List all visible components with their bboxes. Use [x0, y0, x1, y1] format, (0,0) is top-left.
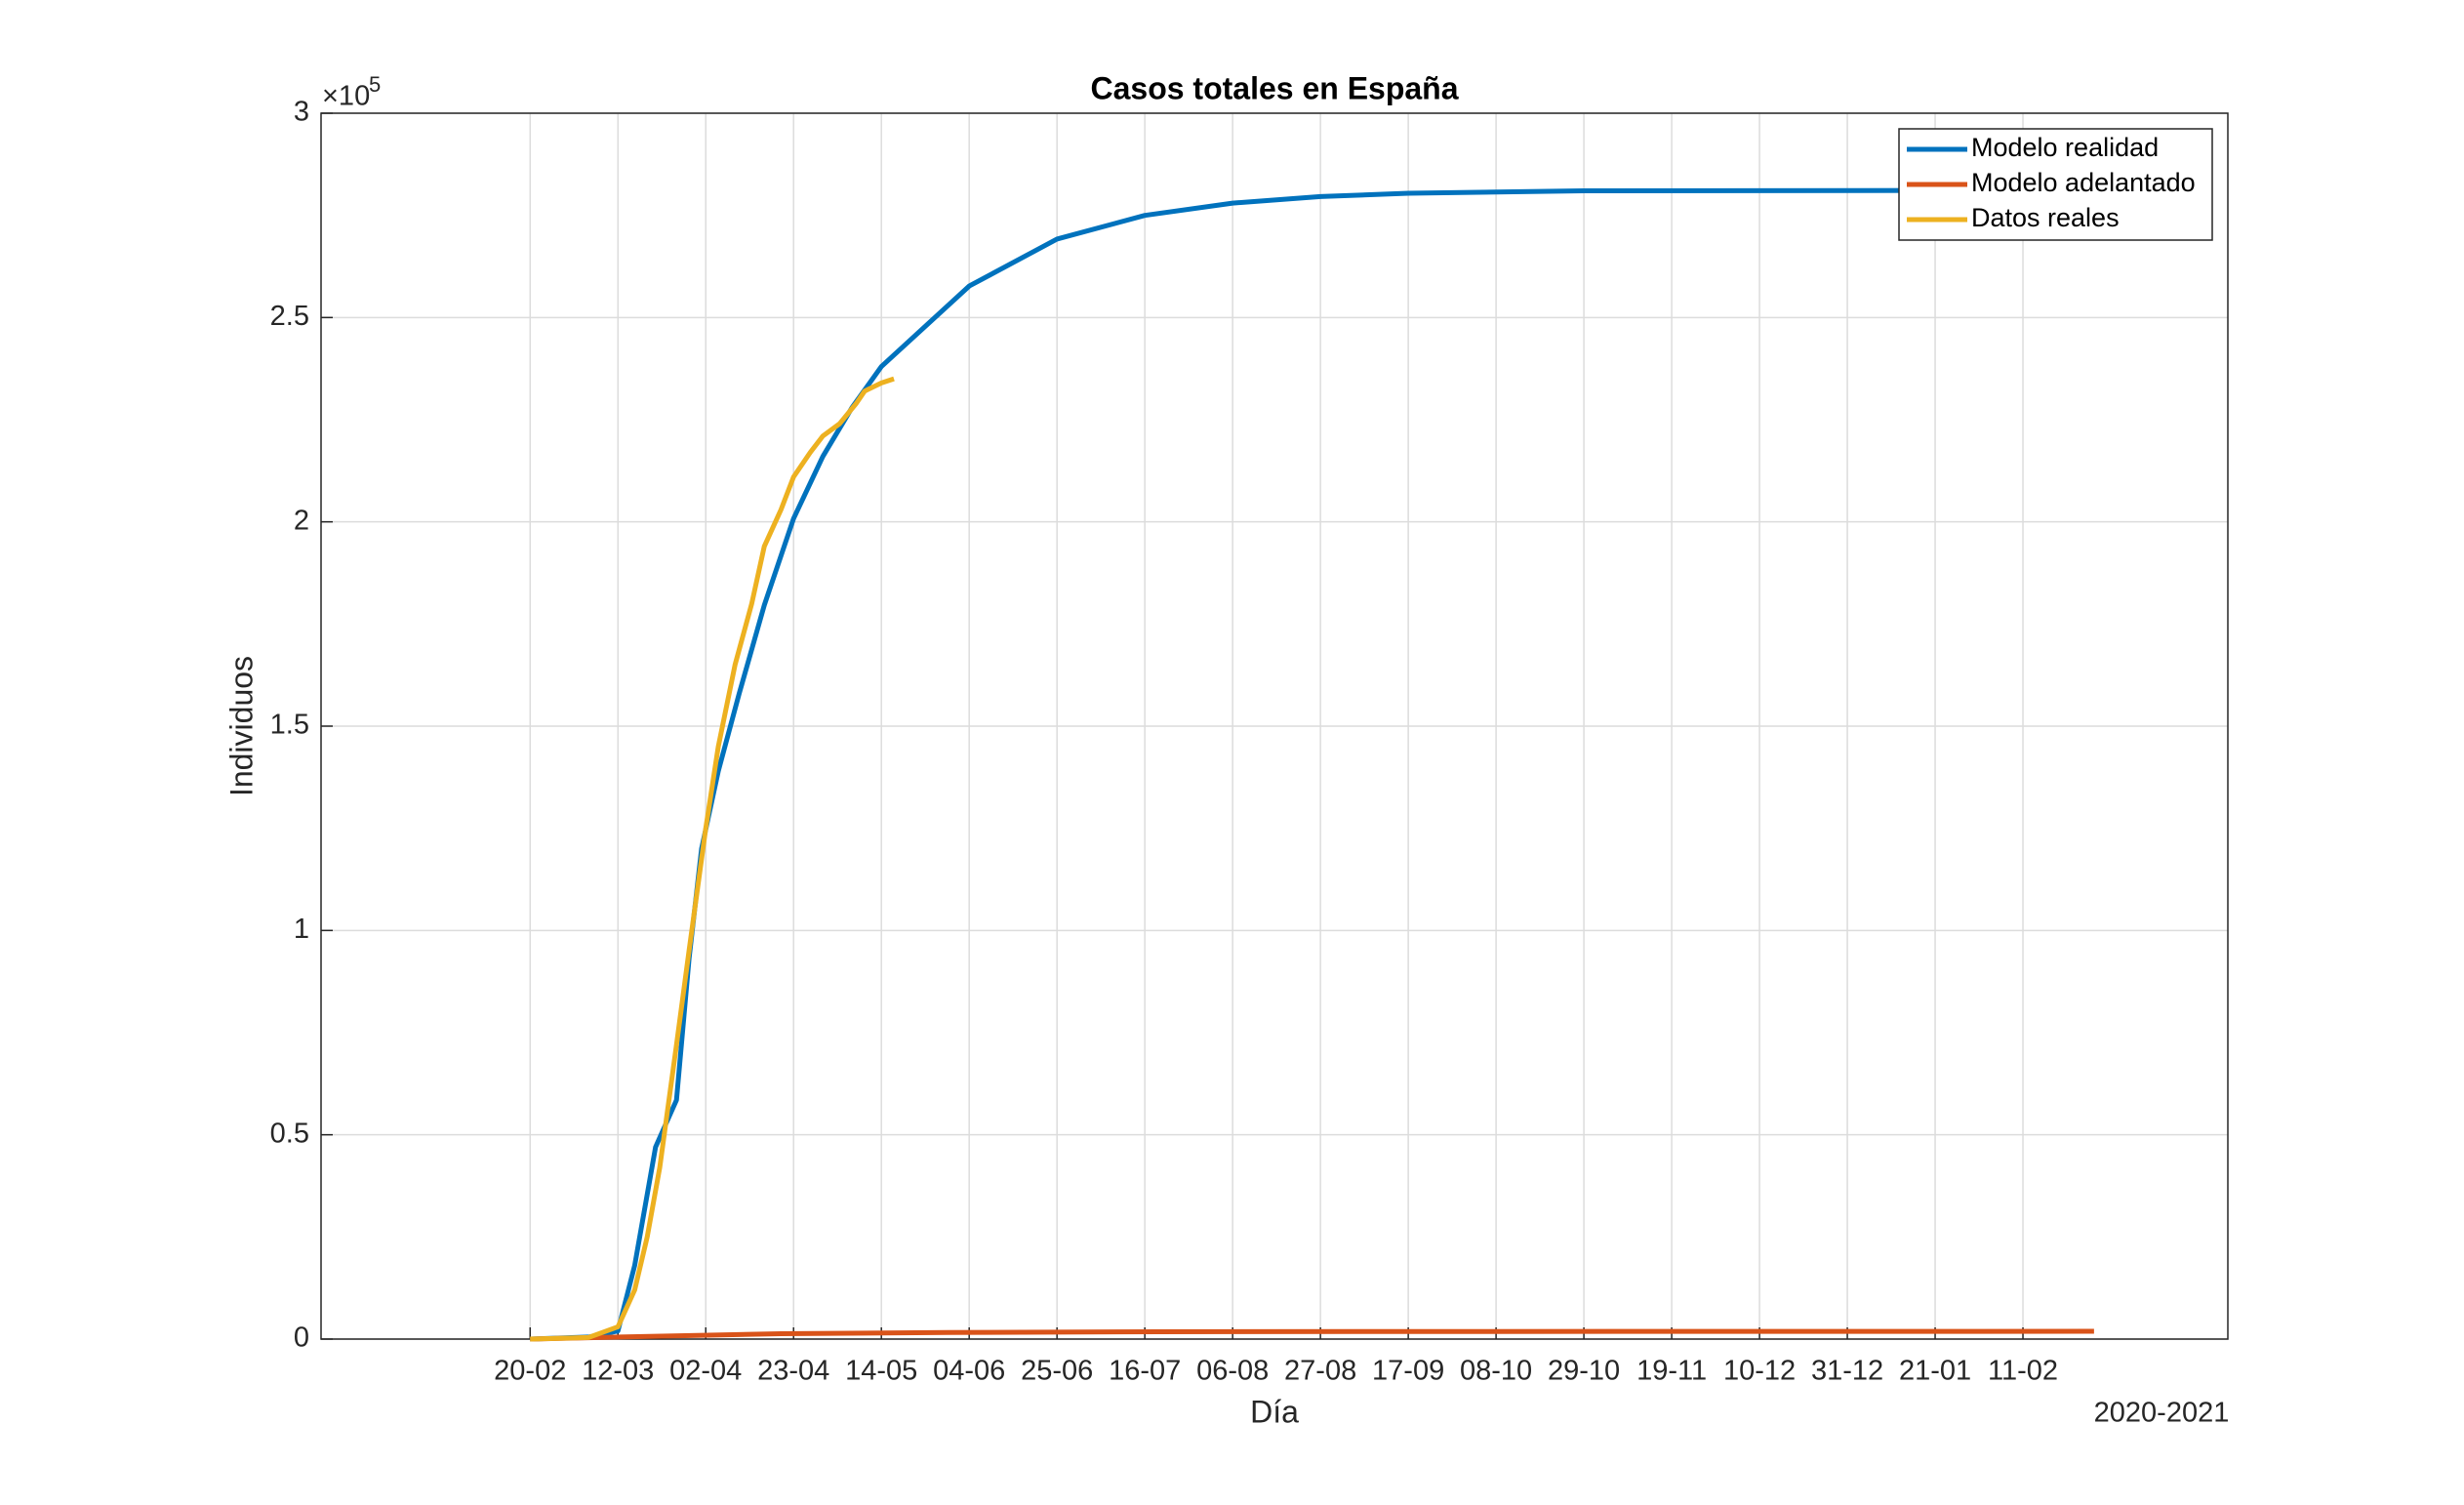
y-tick-label: 0 [294, 1322, 309, 1354]
y-axis-label: Individuos [223, 656, 259, 796]
legend-label: Datos reales [1971, 203, 2120, 232]
x-tick-label: 16-07 [1109, 1356, 1181, 1387]
x-tick-label: 20-02 [494, 1356, 566, 1387]
legend-label: Modelo realidad [1971, 133, 2159, 162]
x-tick-label: 29-10 [1548, 1356, 1620, 1387]
x-tick-label: 10-12 [1723, 1356, 1796, 1387]
x-tick-label: 04-06 [933, 1356, 1005, 1387]
y-exponent: 5 [369, 72, 381, 97]
chart-title: Casos totales en España [1090, 70, 1458, 105]
axes-box [320, 112, 2229, 1340]
legend-label: Modelo adelantado [1971, 168, 2196, 197]
x-tick-label: 17-09 [1372, 1356, 1444, 1387]
x-tick-label: 27-08 [1284, 1356, 1356, 1387]
x-tick-label: 06-08 [1196, 1356, 1269, 1387]
y-tick-label: 0.5 [270, 1118, 309, 1149]
line [530, 376, 895, 1342]
y-tick-label: 2 [294, 505, 309, 536]
y-tick-label: 3 [294, 97, 309, 128]
y-tick-label: 1 [294, 914, 309, 945]
x-tick-label: 23-04 [757, 1356, 829, 1387]
x-tick-label: 25-06 [1021, 1356, 1093, 1387]
line [530, 1328, 2094, 1342]
x-tick-label: 19-11 [1636, 1356, 1707, 1387]
y-tick-label: 1.5 [270, 710, 309, 741]
x-tick-label: 12-03 [582, 1356, 654, 1387]
x-tick-label: 14-05 [845, 1356, 917, 1387]
y-tick-label: 2.5 [270, 301, 309, 332]
x-tick-label: 31-12 [1811, 1356, 1883, 1387]
y-exponent-base: ×10 [322, 81, 370, 112]
x-axis-label: Día [1250, 1394, 1299, 1429]
x-tick-label: 02-04 [669, 1356, 742, 1387]
x-tick-label: 21-01 [1899, 1356, 1971, 1387]
x-tick-label: 11-02 [1988, 1356, 2058, 1387]
x-note: 2020-2021 [2094, 1398, 2230, 1429]
line [530, 187, 1940, 1342]
x-tick-label: 08-10 [1460, 1356, 1532, 1387]
